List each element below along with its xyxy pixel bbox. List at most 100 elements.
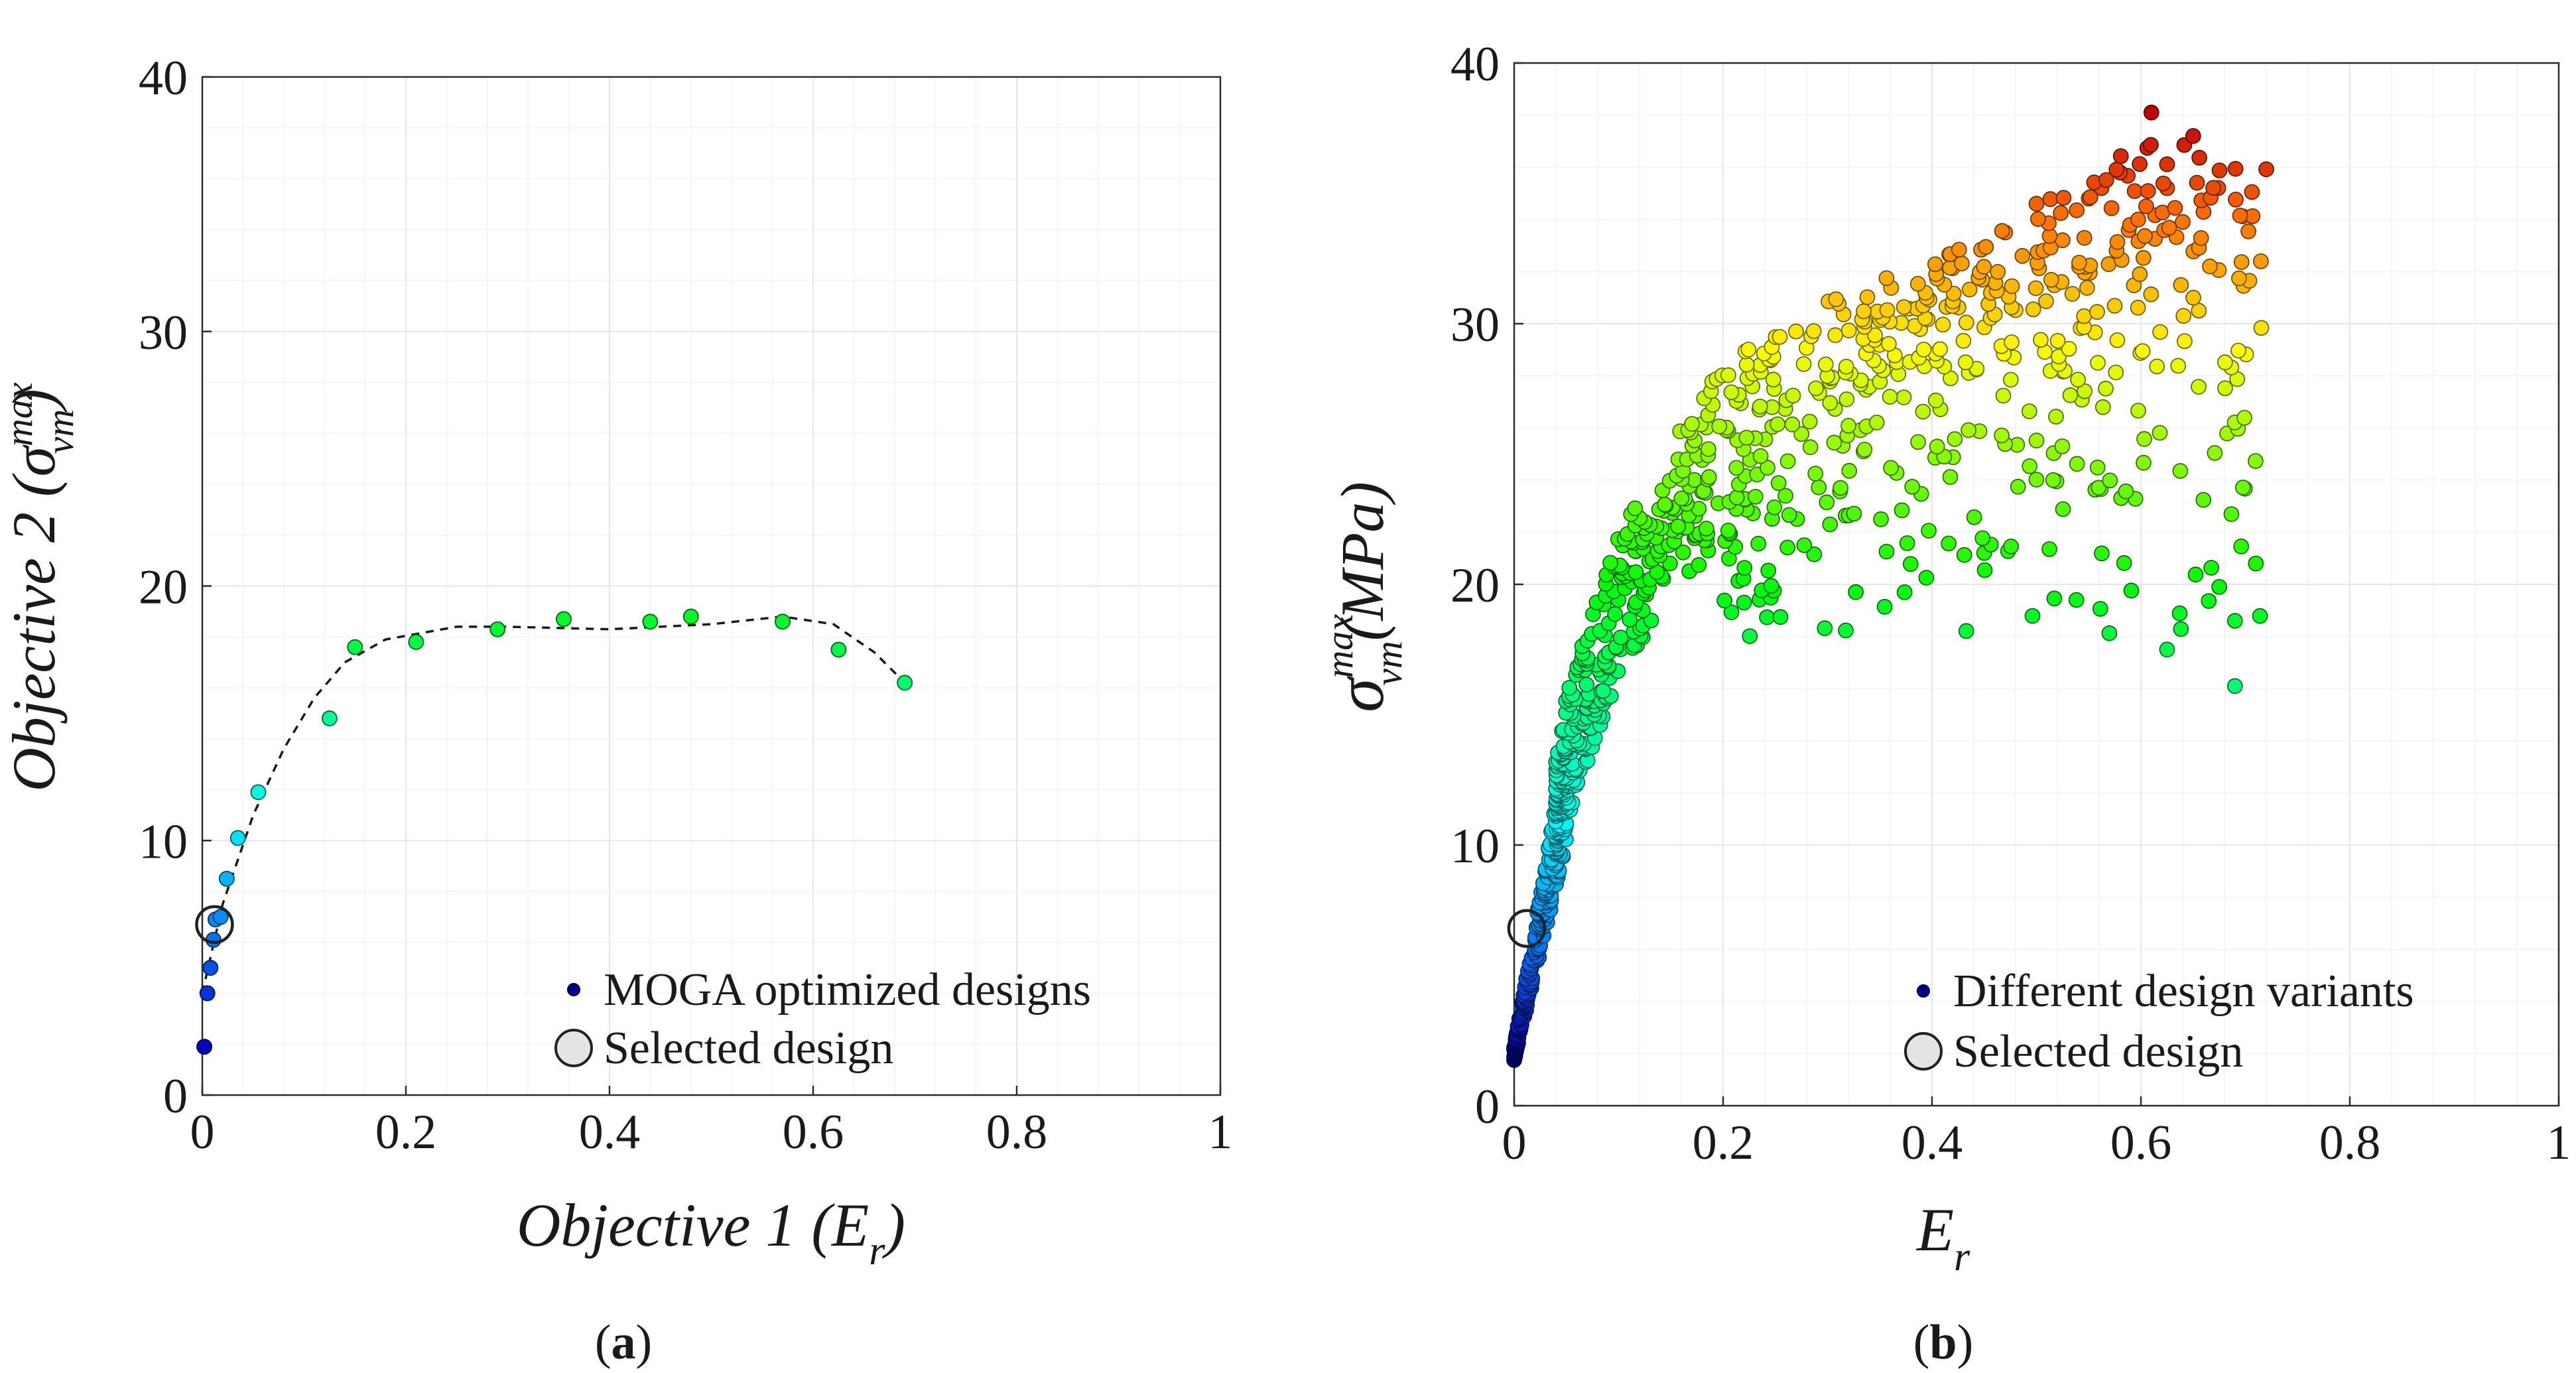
design-variant-point — [1728, 460, 1745, 476]
design-variant-point — [2232, 208, 2248, 224]
panel-a-x-ticks: 0 0.2 0.4 0.6 0.8 1 — [190, 1086, 1233, 1159]
design-variant-point — [2252, 253, 2269, 269]
design-variant-point — [2089, 459, 2106, 476]
design-variant-point — [1772, 609, 1789, 625]
design-variant-point — [2069, 456, 2085, 472]
design-variant-point — [2205, 180, 2222, 196]
design-variant-point — [2173, 621, 2189, 637]
design-variant-point — [1628, 564, 1644, 580]
design-variant-point — [2028, 280, 2044, 296]
design-variant-point — [1876, 598, 1893, 615]
design-variant-point — [1817, 620, 1833, 637]
design-variant-point — [2172, 463, 2189, 479]
design-variant-point — [2234, 480, 2251, 495]
design-variant-point — [2071, 255, 2087, 271]
design-variant-point — [2024, 608, 2041, 624]
design-variant-point — [2130, 299, 2146, 316]
design-variant-point — [1974, 530, 1991, 547]
design-variant-point — [2193, 229, 2209, 246]
design-variant-point — [1828, 291, 1844, 308]
design-variant-point — [2098, 172, 2114, 188]
design-variant-point — [1760, 460, 1775, 476]
design-variant-point — [2258, 161, 2274, 178]
design-variant-point — [2244, 184, 2260, 200]
design-variant-point — [1720, 523, 1736, 539]
design-variant-point — [2055, 501, 2071, 517]
x-tick-label: 0.2 — [1693, 1116, 1754, 1170]
design-variant-point — [1801, 413, 1818, 430]
design-variant-point — [1958, 314, 1974, 331]
design-variant-point — [1808, 380, 1824, 397]
design-variant-point — [2223, 506, 2240, 522]
design-variant-point — [2240, 223, 2257, 239]
design-variant-point — [2175, 308, 2192, 324]
design-variant-point — [2191, 302, 2207, 319]
design-variant-point — [1612, 629, 1629, 645]
design-variant-point — [1793, 426, 1810, 442]
design-variant-point — [1976, 562, 1993, 578]
design-variant-point — [1752, 448, 1769, 464]
design-variant-point — [2045, 472, 2061, 488]
design-variant-point — [2092, 601, 2108, 617]
design-variant-point — [1961, 281, 1978, 298]
panel-a-grid — [202, 76, 1221, 1096]
design-variant-point — [1880, 336, 1897, 352]
design-variant-point — [1838, 391, 1855, 407]
y-tick-label: 0 — [163, 1069, 188, 1124]
design-variant-point — [2041, 541, 2057, 557]
design-variant-point — [1918, 570, 1935, 586]
y-tick-label: 30 — [139, 306, 188, 360]
design-variant-point — [1765, 371, 1781, 388]
design-variant-point — [1990, 263, 2006, 280]
moga-design-point — [196, 1039, 213, 1055]
panel-b-legend: Different design variants Selected desig… — [1904, 966, 2414, 1077]
design-variant-point — [2217, 354, 2233, 371]
design-variant-point — [1779, 453, 1796, 470]
design-variant-point — [2140, 183, 2156, 199]
design-variant-point — [1822, 395, 1838, 411]
design-variant-point — [1902, 556, 1919, 572]
design-variant-point — [2028, 196, 2045, 212]
x-tick-label: 0.2 — [375, 1105, 437, 1159]
design-variant-point — [2233, 254, 2250, 271]
design-variant-point — [2226, 613, 2243, 629]
design-variant-point — [2130, 403, 2146, 419]
design-variant-point — [2161, 220, 2177, 236]
design-variant-point — [1561, 680, 1578, 696]
design-variant-point — [2195, 491, 2212, 508]
y-tick-label: 10 — [139, 815, 188, 869]
design-variant-point — [2089, 304, 2105, 320]
design-variant-point — [1827, 327, 1844, 344]
legend-marker-variant — [1917, 984, 1930, 998]
y-tick-label: 10 — [1450, 819, 1500, 874]
design-variant-point — [2048, 409, 2064, 425]
panel-a-legend-item-2: Selected design — [604, 1023, 893, 1074]
moga-design-point — [347, 639, 363, 655]
design-variant-point — [2053, 205, 2069, 222]
design-variant-point — [2046, 590, 2063, 607]
panel-a-y-ticks: 0 10 20 30 40 — [139, 51, 212, 1124]
moga-design-point — [555, 611, 572, 627]
design-variant-point — [1766, 499, 1783, 515]
design-variant-point — [1840, 322, 1857, 339]
design-variant-point — [2108, 161, 2125, 178]
design-variant-point — [1941, 535, 1957, 552]
design-variant-point — [1784, 416, 1801, 432]
design-variant-point — [1807, 466, 1824, 482]
design-variant-point — [1738, 429, 1755, 446]
design-variant-point — [2135, 249, 2152, 266]
design-variant-point — [2042, 191, 2059, 208]
design-variant-point — [2109, 332, 2126, 348]
legend-marker-selected — [1904, 1032, 1943, 1071]
x-tick-label: 1 — [1208, 1105, 1233, 1159]
design-variant-point — [2038, 293, 2054, 310]
design-variant-point — [1896, 299, 1912, 315]
x-tick-label: 0.4 — [579, 1105, 641, 1159]
design-variant-point — [1736, 594, 1752, 611]
design-variant-point — [1882, 389, 1898, 405]
design-variant-point — [1856, 442, 1873, 458]
design-variant-point — [1657, 496, 1673, 513]
design-variant-point — [1720, 367, 1736, 383]
design-variant-point — [1961, 422, 1977, 438]
design-variant-point — [1781, 507, 1797, 523]
